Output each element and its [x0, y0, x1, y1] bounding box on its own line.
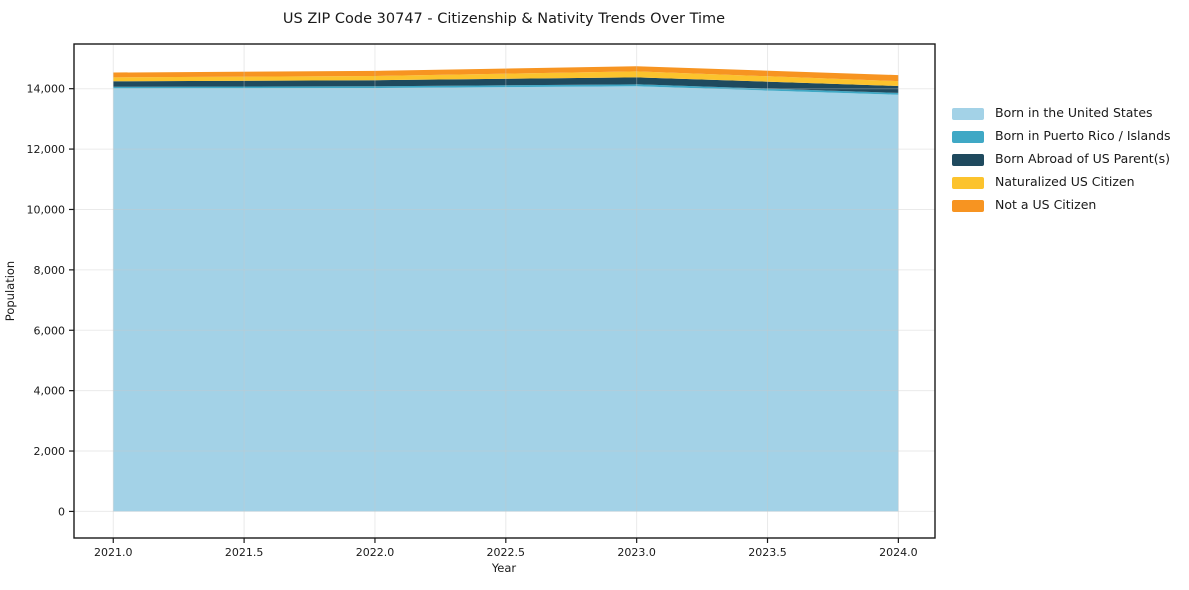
legend-label: Born in Puerto Rico / Islands [995, 128, 1171, 144]
y-axis-label: Population [3, 261, 17, 321]
legend-row: Naturalized US Citizen [952, 171, 1171, 194]
x-axis-label: Year [491, 561, 517, 575]
legend-row: Born in the United States [952, 102, 1171, 125]
legend-label: Born in the United States [995, 105, 1153, 121]
y-tick-label: 8,000 [34, 264, 66, 277]
y-tick-label: 14,000 [27, 83, 66, 96]
y-tick-label: 12,000 [27, 143, 66, 156]
y-tick-label: 4,000 [34, 385, 66, 398]
legend-swatch [952, 176, 984, 189]
legend-swatch [952, 107, 984, 120]
y-tick-label: 2,000 [34, 445, 66, 458]
legend-label: Naturalized US Citizen [995, 174, 1135, 190]
legend-label: Not a US Citizen [995, 197, 1097, 213]
x-tick-label: 2023.0 [617, 546, 656, 559]
legend-swatch [952, 199, 984, 212]
area-series-3 [113, 71, 899, 86]
y-tick-label: 10,000 [27, 203, 66, 216]
chart-render-target: 2021.0 2021.5 2022.0 2022.5 2023.0 2023.5 2024… [27, 43, 936, 559]
x-tick-label: 2021.5 [225, 546, 264, 559]
area-series-0 [113, 86, 899, 512]
x-tick-label: 2024.0 [879, 546, 918, 559]
y-tick-label: 0 [58, 505, 65, 518]
area-series-1 [113, 84, 899, 95]
legend-swatch [952, 153, 984, 166]
x-tick-label: 2023.5 [748, 546, 787, 559]
legend-label: Born Abroad of US Parent(s) [995, 151, 1170, 167]
area-series-2 [113, 77, 899, 93]
legend-row: Born in Puerto Rico / Islands [952, 125, 1171, 148]
legend-row: Not a US Citizen [952, 194, 1171, 217]
chart-legend: Born in the United States Born in Puerto… [952, 102, 1171, 217]
x-tick-label: 2021.0 [94, 546, 133, 559]
legend-row: Born Abroad of US Parent(s) [952, 148, 1171, 171]
chart-title: US ZIP Code 30747 - Citizenship & Nativi… [283, 11, 725, 27]
legend-swatch [952, 130, 984, 143]
y-tick-label: 6,000 [34, 324, 66, 337]
x-tick-label: 2022.0 [356, 546, 395, 559]
x-tick-label: 2022.5 [487, 546, 526, 559]
area-series-4 [113, 66, 899, 82]
